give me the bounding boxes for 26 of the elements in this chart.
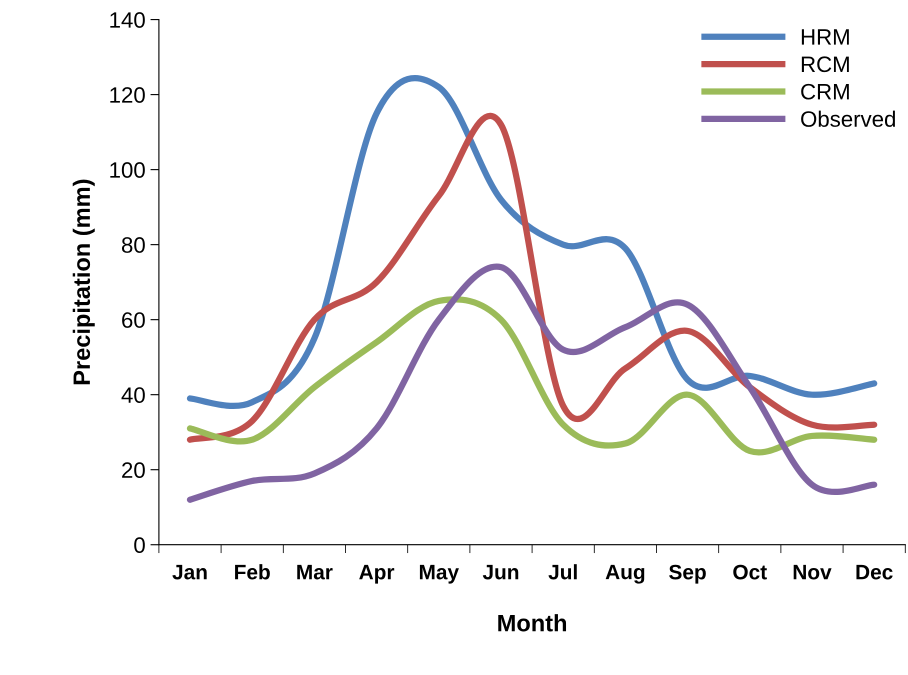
legend-label: CRM (801, 84, 849, 100)
x-tick-label: Aug (606, 564, 644, 584)
x-axis-title: Month (498, 614, 566, 632)
y-axis-title: Precipitation (mm) (72, 180, 95, 384)
x-tick-label: May (420, 564, 459, 584)
y-tick-label: 120 (110, 87, 145, 103)
legend-label: HRM (802, 29, 849, 45)
x-tick-label: Jul (548, 564, 577, 580)
x-tick-label: Feb (235, 564, 270, 580)
y-tick-label: 100 (110, 162, 145, 178)
x-tick-label: Oct (733, 564, 767, 580)
y-tick-label: 80 (122, 237, 145, 253)
x-tick-label: Dec (856, 564, 893, 580)
legend-label: RCM (802, 56, 849, 72)
x-tick-label: Mar (297, 564, 333, 580)
y-tick-label: 20 (122, 462, 145, 478)
y-tick-label: 0 (134, 537, 145, 553)
x-tick-label: Jun (482, 564, 518, 580)
x-tick-label: Sep (669, 564, 706, 584)
legend-label: Observed (801, 110, 895, 127)
x-tick-label: Apr (359, 564, 394, 584)
x-tick-label: Jan (172, 564, 207, 580)
y-tick-label: 140 (110, 12, 145, 28)
y-tick-label: 60 (122, 312, 145, 328)
x-tick-label: Nov (794, 564, 832, 580)
y-tick-label: 40 (122, 387, 145, 403)
